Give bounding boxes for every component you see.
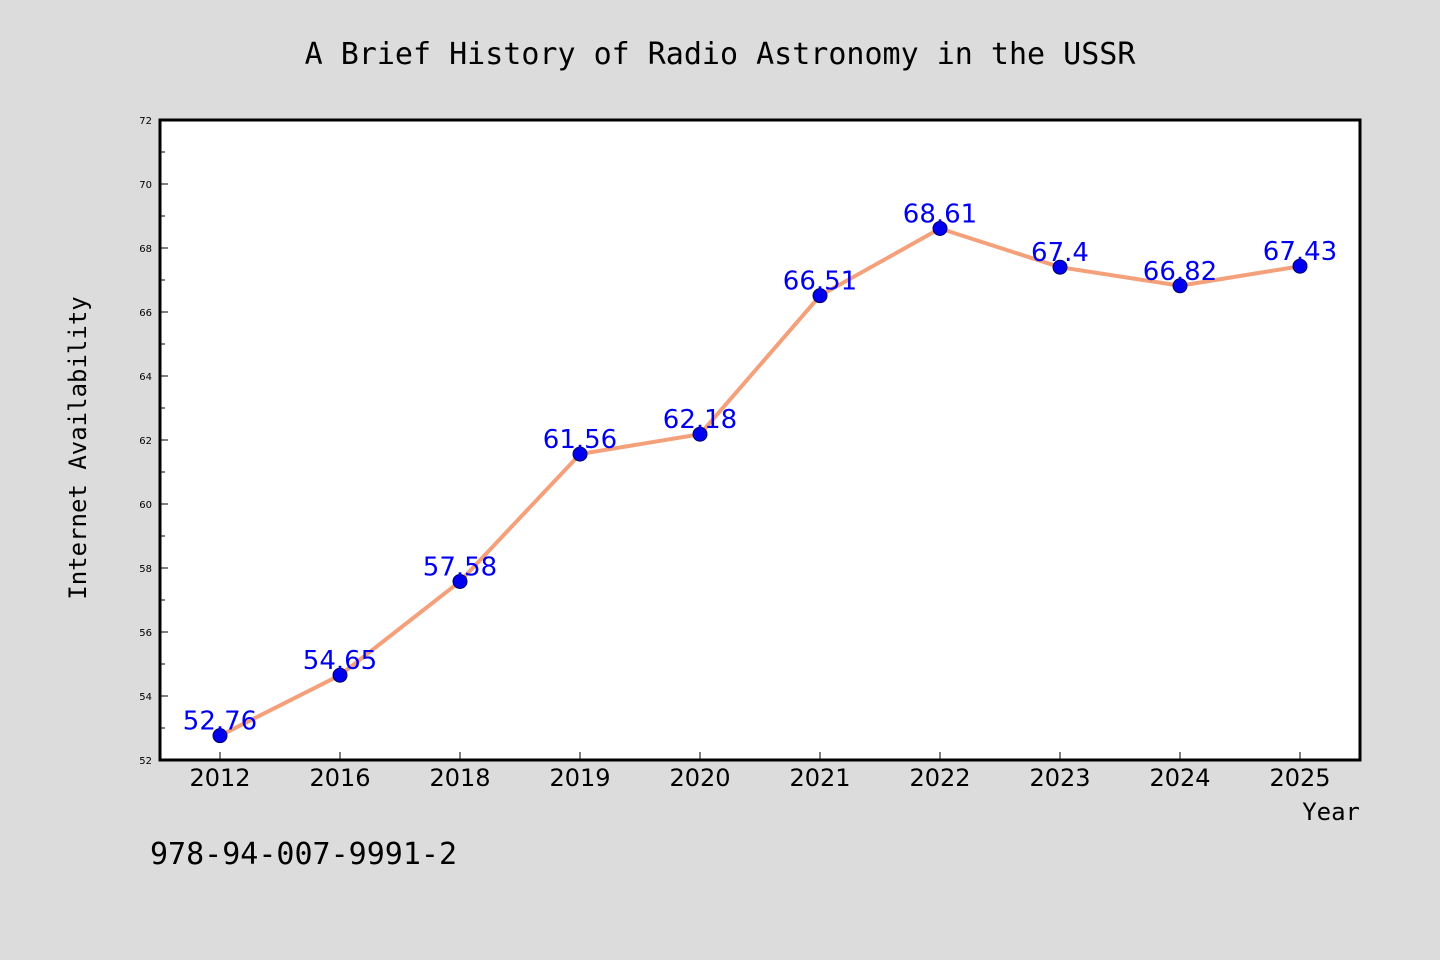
y-tick-label: 56 [139,628,152,639]
y-tick-label: 64 [139,372,152,383]
data-point [932,220,948,236]
data-point [1172,278,1188,294]
x-tick-label: 2021 [789,764,850,792]
data-point [452,573,468,589]
x-tick-label: 2025 [1269,764,1330,792]
y-tick-label: 68 [139,244,152,255]
data-label: 52.76 [183,707,257,737]
chart-title: A Brief History of Radio Astronomy in th… [305,37,1137,72]
x-tick-label: 2023 [1029,764,1090,792]
x-tick-label: 2022 [909,764,970,792]
y-tick-label: 52 [139,756,152,767]
data-point [1052,259,1068,275]
x-tick-label: 2018 [429,764,490,792]
x-axis: 2012 2016 2018 2019 2020 2021 2022 2023 2024 2025 [189,752,1331,792]
series-line [219,226,1301,738]
x-tick-label: 2020 [669,764,730,792]
data-point [572,446,588,462]
y-tick-label: 62 [139,436,152,447]
x-tick-label: 2012 [189,764,250,792]
y-tick-label: 66 [139,308,152,319]
data-point [212,728,228,744]
data-labels: 52.76 54.65 57.58 61.56 62.18 66.51 68.61 67.4 6… [183,199,1337,736]
isbn-code: 978-94-007-9991-2 [150,837,457,872]
y-axis-label: Internet Availability [64,296,92,599]
data-label: 66.82 [1143,257,1217,287]
series-line-group [219,226,1301,738]
series-markers [212,220,1308,744]
data-label: 61.56 [543,425,617,455]
data-label: 68.61 [903,199,977,229]
y-tick-label: 54 [139,692,152,703]
data-label: 67.4 [1031,238,1089,268]
x-axis-label: Year [1302,798,1360,826]
y-axis: 52 54 56 58 60 62 64 66 68 70 72 [139,116,168,767]
data-label: 54.65 [303,646,377,676]
data-label: 57.58 [423,552,497,582]
data-label: 66.51 [783,267,857,297]
y-tick-label: 58 [139,564,152,575]
data-point [332,667,348,683]
x-tick-label: 2019 [549,764,610,792]
x-tick-label: 2016 [309,764,370,792]
data-point [812,288,828,304]
data-label: 62.18 [663,405,737,435]
y-tick-label: 70 [139,180,152,191]
data-point [692,426,708,442]
x-tick-label: 2024 [1149,764,1210,792]
plot-area [158,118,1362,762]
y-tick-label: 72 [139,116,152,127]
y-tick-label: 60 [139,500,152,511]
data-point [1292,258,1308,274]
data-label: 67.43 [1263,237,1337,267]
